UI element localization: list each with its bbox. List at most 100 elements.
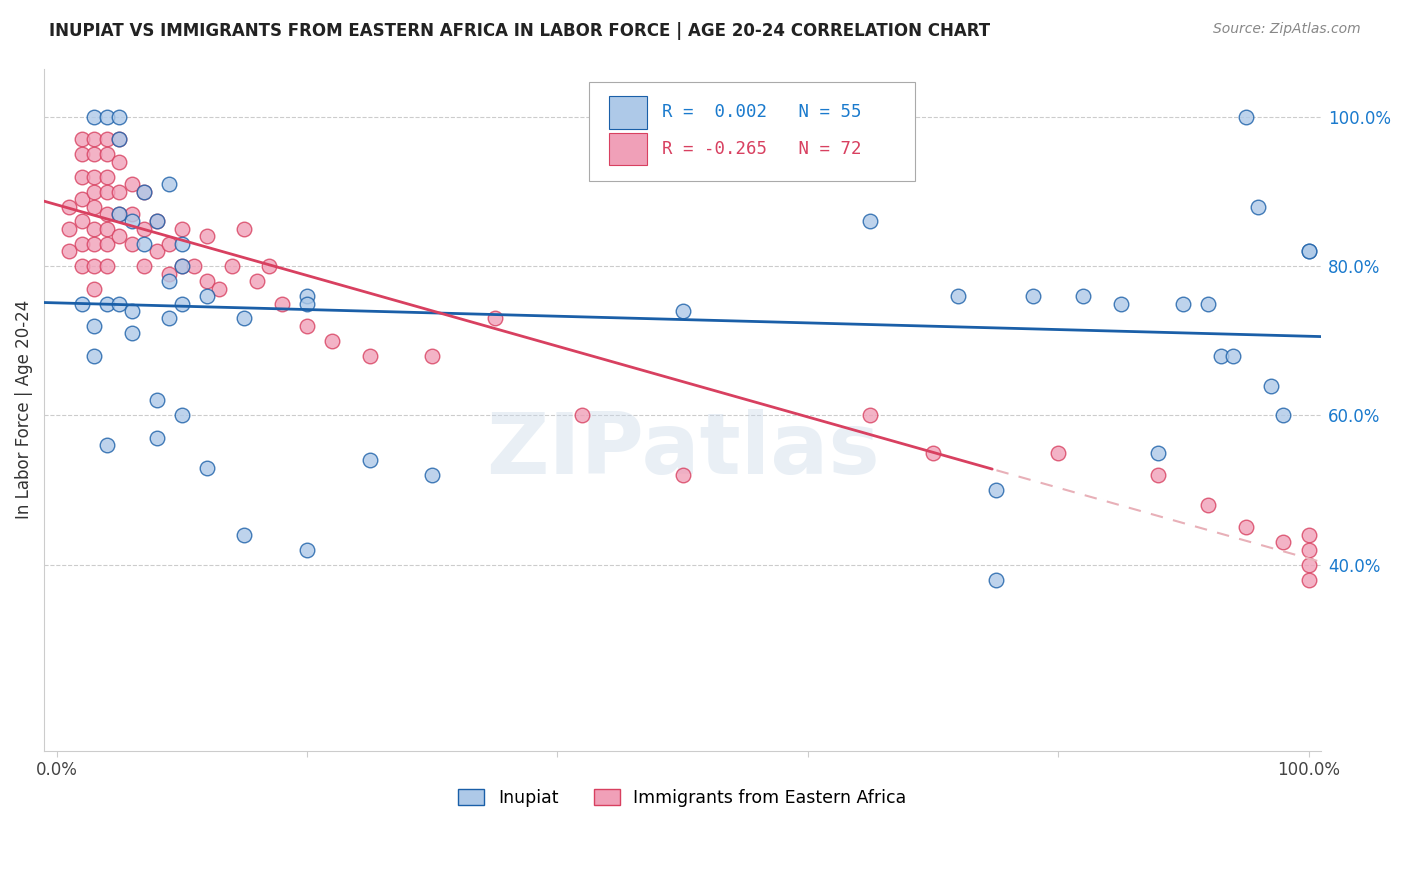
Point (70, 214, 93, 228)
Point (859, 409, 882, 423)
Point (121, 177, 143, 191)
Point (157, 177, 180, 191)
Point (195, 460, 218, 475)
Point (671, 468, 693, 483)
Point (1173, 296, 1195, 310)
Point (1071, 289, 1094, 303)
Point (1272, 409, 1295, 423)
Point (134, 185, 156, 199)
Point (83, 349, 105, 363)
Legend: Inupiat, Immigrants from Eastern Africa: Inupiat, Immigrants from Eastern Africa (451, 782, 914, 814)
Point (195, 274, 218, 288)
Point (671, 304, 693, 318)
Point (96, 110, 118, 124)
Point (96, 438, 118, 452)
Point (1260, 378, 1282, 392)
Point (58, 222, 80, 236)
Point (1298, 244, 1320, 259)
Point (108, 132, 131, 146)
Point (233, 311, 256, 326)
Point (83, 318, 105, 333)
Point (208, 282, 231, 296)
Point (121, 236, 143, 251)
Point (984, 573, 1007, 587)
Point (70, 147, 93, 161)
Point (1209, 349, 1232, 363)
Point (1247, 200, 1270, 214)
Point (1234, 110, 1257, 124)
Point (295, 289, 318, 303)
Point (70, 236, 93, 251)
Point (170, 222, 193, 236)
Point (83, 222, 105, 236)
Point (83, 200, 105, 214)
Point (83, 110, 105, 124)
Point (70, 132, 93, 146)
Point (1197, 498, 1219, 512)
Point (146, 244, 169, 259)
Point (183, 259, 205, 273)
Point (170, 259, 193, 273)
Text: Source: ZipAtlas.com: Source: ZipAtlas.com (1213, 22, 1361, 37)
Point (96, 259, 118, 273)
Point (96, 207, 118, 221)
Point (359, 453, 381, 467)
Point (134, 236, 156, 251)
Point (83, 282, 105, 296)
Text: R = -0.265   N = 72: R = -0.265 N = 72 (662, 140, 862, 158)
Text: INUPIAT VS IMMIGRANTS FROM EASTERN AFRICA IN LABOR FORCE | AGE 20-24 CORRELATION: INUPIAT VS IMMIGRANTS FROM EASTERN AFRIC… (49, 22, 990, 40)
Point (157, 267, 180, 281)
Point (571, 409, 593, 423)
Point (1298, 573, 1320, 587)
Point (134, 259, 156, 273)
FancyBboxPatch shape (589, 82, 915, 181)
Point (1298, 558, 1320, 572)
Point (108, 185, 131, 199)
Point (108, 132, 131, 146)
Point (170, 296, 193, 310)
Point (96, 169, 118, 184)
Point (121, 326, 143, 341)
Point (295, 542, 318, 557)
Point (1197, 296, 1219, 310)
Point (259, 259, 281, 273)
Point (420, 349, 443, 363)
Point (1147, 446, 1170, 460)
Point (83, 147, 105, 161)
Point (96, 185, 118, 199)
Text: ZIPatlas: ZIPatlas (485, 409, 880, 492)
Point (984, 483, 1007, 497)
Point (157, 236, 180, 251)
FancyBboxPatch shape (609, 133, 647, 165)
Point (946, 289, 969, 303)
Point (1298, 528, 1320, 542)
Point (58, 244, 80, 259)
FancyBboxPatch shape (609, 95, 647, 128)
Point (1022, 289, 1045, 303)
Point (146, 431, 169, 445)
Point (271, 296, 294, 310)
Point (83, 185, 105, 199)
Point (96, 222, 118, 236)
Point (246, 274, 269, 288)
Point (108, 110, 131, 124)
Point (96, 296, 118, 310)
Point (295, 296, 318, 310)
Point (321, 334, 343, 348)
Point (1109, 296, 1132, 310)
Point (108, 207, 131, 221)
Point (233, 222, 256, 236)
Point (70, 259, 93, 273)
Y-axis label: In Labor Force | Age 20-24: In Labor Force | Age 20-24 (15, 301, 32, 519)
Point (96, 132, 118, 146)
Point (1298, 542, 1320, 557)
Point (83, 236, 105, 251)
Point (195, 229, 218, 244)
Point (121, 304, 143, 318)
Point (96, 147, 118, 161)
Point (157, 311, 180, 326)
Point (233, 528, 256, 542)
Point (70, 296, 93, 310)
Point (484, 311, 506, 326)
Point (83, 132, 105, 146)
